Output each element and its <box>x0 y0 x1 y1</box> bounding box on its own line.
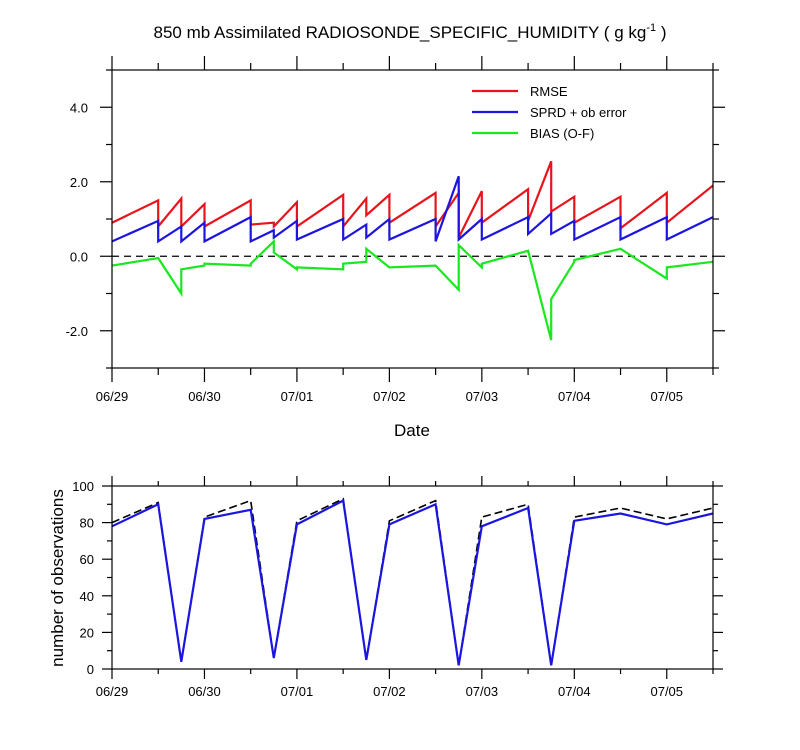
top-x-tick-label: 06/29 <box>96 389 129 404</box>
bottom-y-tick-label: 60 <box>80 552 94 567</box>
top-y-tick-label: 4.0 <box>70 100 88 115</box>
bottom-x-tick-label: 07/05 <box>650 684 683 699</box>
bottom-x-tick-label: 07/04 <box>558 684 591 699</box>
bottom-x-tick-label: 06/29 <box>96 684 129 699</box>
chart-title-unit-exponent: -1 <box>646 22 656 34</box>
legend-label: SPRD + ob error <box>530 105 627 120</box>
y-axis-title: number of observations <box>48 489 67 667</box>
bottom-series-line-dashed <box>112 497 713 666</box>
top-series-line-bias-o-f- <box>112 238 713 341</box>
top-x-tick-label: 07/02 <box>373 389 406 404</box>
bottom-x-tick-label: 07/03 <box>466 684 499 699</box>
bottom-y-tick-label: 80 <box>80 516 94 531</box>
bottom-series-line-solid <box>112 498 713 666</box>
bottom-axes: 06/29 06/30 07/01 07/02 07/03 07/04 07/05 0 20 40… <box>72 476 723 699</box>
bottom-x-tick-label: 07/02 <box>373 684 406 699</box>
top-y-tick-label: 2.0 <box>70 175 88 190</box>
bottom-y-tick-label: 40 <box>80 589 94 604</box>
top-x-tick-label: 07/03 <box>466 389 499 404</box>
x-axis-title: Date <box>394 421 430 440</box>
top-y-tick-label: -2.0 <box>66 324 88 339</box>
legend: RMSE SPRD + ob error BIAS (O-F) <box>472 84 627 141</box>
legend-label: BIAS (O-F) <box>530 126 594 141</box>
top-plot-area <box>112 160 713 341</box>
top-x-tick-label: 06/30 <box>188 389 221 404</box>
top-series-line-sprd-ob-error <box>112 175 713 244</box>
chart-title: 850 mb Assimilated RADIOSONDE_SPECIFIC_H… <box>154 22 667 42</box>
top-x-tick-label: 07/01 <box>281 389 314 404</box>
bottom-x-tick-label: 06/30 <box>188 684 221 699</box>
top-panel: 06/29 06/30 07/01 07/02 07/03 07/04 07/05 -2.0 0… <box>66 56 725 440</box>
chart-title-main: 850 mb Assimilated RADIOSONDE_SPECIFIC_H… <box>154 23 647 42</box>
legend-label: RMSE <box>530 84 568 99</box>
bottom-panel: 06/29 06/30 07/01 07/02 07/03 07/04 07/05 0 20 40… <box>48 476 723 699</box>
top-x-tick-label: 07/04 <box>558 389 591 404</box>
bottom-y-tick-label: 20 <box>80 625 94 640</box>
bottom-y-tick-label: 100 <box>72 479 94 494</box>
top-axes: 06/29 06/30 07/01 07/02 07/03 07/04 07/05 -2.0 0… <box>66 56 725 404</box>
chart-title-end: ) <box>656 23 666 42</box>
top-y-tick-label: 0.0 <box>70 249 88 264</box>
bottom-x-tick-label: 07/01 <box>281 684 314 699</box>
bottom-y-tick-label: 0 <box>87 662 94 677</box>
bottom-plot-area <box>112 497 713 666</box>
top-x-tick-label: 07/05 <box>650 389 683 404</box>
top-series-line-rmse <box>112 160 713 239</box>
